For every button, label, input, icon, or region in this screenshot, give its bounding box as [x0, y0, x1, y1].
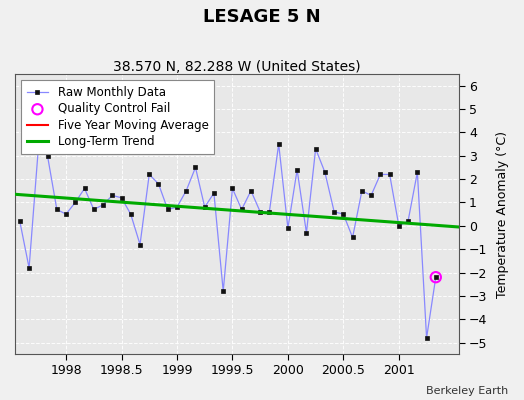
Raw Monthly Data	[230, 186, 236, 191]
Raw Monthly Data	[340, 212, 346, 216]
Raw Monthly Data	[294, 167, 300, 172]
Raw Monthly Data	[322, 170, 328, 174]
Raw Monthly Data	[165, 207, 171, 212]
Text: LESAGE 5 N: LESAGE 5 N	[203, 8, 321, 26]
Raw Monthly Data	[17, 219, 23, 224]
Raw Monthly Data	[81, 186, 88, 191]
Raw Monthly Data	[53, 207, 60, 212]
Raw Monthly Data	[359, 188, 365, 193]
Raw Monthly Data	[433, 275, 439, 280]
Raw Monthly Data	[368, 193, 374, 198]
Raw Monthly Data	[63, 212, 69, 216]
Title: 38.570 N, 82.288 W (United States): 38.570 N, 82.288 W (United States)	[113, 60, 361, 74]
Raw Monthly Data	[220, 289, 226, 294]
Raw Monthly Data	[202, 205, 208, 210]
Raw Monthly Data	[312, 146, 319, 151]
Raw Monthly Data	[387, 172, 393, 177]
Raw Monthly Data	[174, 205, 180, 210]
Raw Monthly Data	[257, 210, 264, 214]
Legend: Raw Monthly Data, Quality Control Fail, Five Year Moving Average, Long-Term Tren: Raw Monthly Data, Quality Control Fail, …	[21, 80, 214, 154]
Raw Monthly Data	[45, 153, 51, 158]
Raw Monthly Data	[91, 207, 97, 212]
Raw Monthly Data	[109, 193, 115, 198]
Raw Monthly Data	[423, 336, 430, 340]
Raw Monthly Data	[155, 181, 161, 186]
Raw Monthly Data	[414, 170, 421, 174]
Raw Monthly Data	[26, 266, 32, 270]
Raw Monthly Data	[276, 142, 282, 146]
Y-axis label: Temperature Anomaly (°C): Temperature Anomaly (°C)	[496, 131, 509, 298]
Line: Raw Monthly Data: Raw Monthly Data	[18, 142, 438, 340]
Raw Monthly Data	[35, 146, 41, 151]
Raw Monthly Data	[192, 165, 199, 170]
Raw Monthly Data	[331, 210, 337, 214]
Raw Monthly Data	[118, 195, 125, 200]
Raw Monthly Data	[350, 235, 356, 240]
Raw Monthly Data	[303, 230, 310, 235]
Raw Monthly Data	[285, 226, 291, 230]
Raw Monthly Data	[211, 191, 217, 196]
Raw Monthly Data	[396, 224, 402, 228]
Raw Monthly Data	[183, 188, 189, 193]
Raw Monthly Data	[146, 172, 152, 177]
Raw Monthly Data	[137, 242, 143, 247]
Raw Monthly Data	[238, 207, 245, 212]
Raw Monthly Data	[377, 172, 384, 177]
Raw Monthly Data	[405, 219, 411, 224]
Raw Monthly Data	[127, 212, 134, 216]
Raw Monthly Data	[72, 200, 79, 205]
Raw Monthly Data	[266, 210, 272, 214]
Raw Monthly Data	[100, 202, 106, 207]
Raw Monthly Data	[248, 188, 254, 193]
Quality Control Fail	[432, 274, 440, 280]
Text: Berkeley Earth: Berkeley Earth	[426, 386, 508, 396]
